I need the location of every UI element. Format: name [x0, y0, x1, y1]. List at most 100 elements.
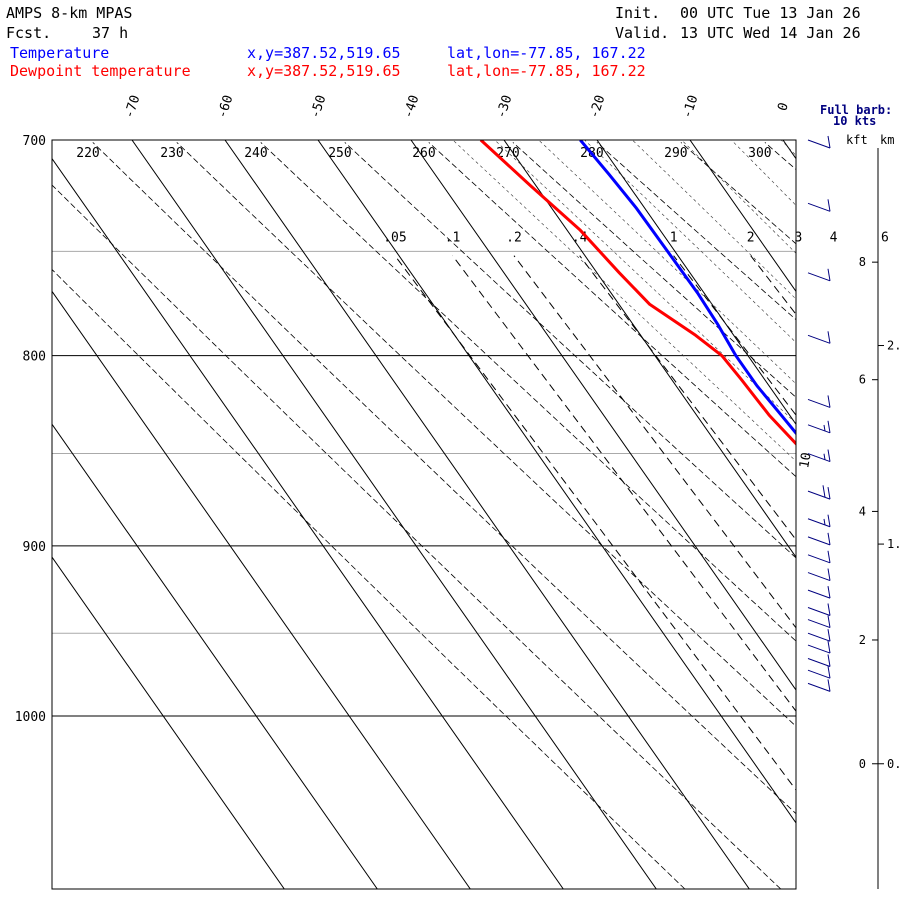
legend-dewpoint-name: Dewpoint temperature	[10, 62, 191, 80]
wind-barb-flag	[827, 603, 831, 616]
wind-barb	[807, 679, 831, 692]
moist-adiabat-line	[681, 140, 796, 254]
isotherm-label: -20	[587, 93, 609, 120]
km-tick-label: 2.	[887, 339, 900, 353]
model-title: AMPS 8-km MPAS	[6, 4, 132, 22]
valid-value: 13 UTC Wed 14 Jan 26	[680, 24, 861, 42]
mixing-ratio-line	[798, 256, 900, 889]
moist-adiabat-line	[780, 140, 796, 156]
dry-adiabat-line	[512, 142, 796, 398]
dry-adiabat-label: 260	[412, 146, 435, 161]
wind-barb-staff	[807, 589, 831, 599]
mixing-ratio-line	[452, 255, 796, 712]
dry-adiabat-line	[176, 142, 796, 727]
wind-barb-flag	[827, 568, 831, 581]
legend-temperature-name: Temperature	[10, 44, 109, 62]
kft-unit-label: kft	[846, 133, 868, 147]
wind-barb-flag	[827, 629, 831, 642]
legend-dewpoint-xy: x,y=387.52,519.65	[247, 62, 401, 80]
isotherm-line	[503, 140, 796, 559]
mixing-ratio-label: 6	[881, 231, 889, 246]
isotherm-line	[131, 140, 657, 889]
wind-barb	[807, 514, 831, 528]
wind-barb	[807, 199, 831, 212]
wind-barb-flag	[827, 449, 831, 462]
kft-tick-label: 8	[859, 255, 866, 269]
isotherm-line	[689, 140, 796, 293]
fcst-value: 37 h	[92, 24, 128, 42]
mixing-ratio-label: 1	[670, 231, 678, 246]
pressure-tick-label: 900	[23, 540, 46, 555]
wind-barb-column: 10	[797, 135, 831, 692]
wind-barb-staff	[807, 139, 831, 149]
dry-adiabat-line	[849, 142, 900, 889]
isotherm-label: -70	[122, 93, 144, 120]
wind-barb	[807, 420, 831, 434]
isotherm-label: -60	[215, 93, 237, 120]
km-tick-label: 0.	[887, 757, 900, 771]
isotherm-line	[410, 140, 796, 691]
barb-note-line2: 10 kts	[833, 114, 876, 128]
wind-barb-staff	[807, 490, 831, 500]
wind-barb-speed-label: 10	[797, 451, 814, 469]
sounding-profiles	[479, 140, 796, 446]
km-unit-label: km	[880, 133, 894, 147]
wind-barb-staff	[807, 424, 831, 434]
wind-barb-staff	[807, 554, 831, 564]
legend-temperature-latlon: lat,lon=-77.85, 167.22	[447, 44, 646, 62]
wind-barb	[807, 550, 831, 564]
mixing-ratio-line	[394, 255, 796, 791]
dry-adiabat-line	[596, 142, 796, 321]
wind-barb-staff	[807, 334, 831, 344]
kft-tick-label: 0	[859, 757, 866, 771]
mixing-ratio-label: 3	[795, 231, 803, 246]
wind-barb	[807, 532, 831, 546]
wind-barb-flag	[827, 331, 831, 344]
dry-adiabat-line	[52, 184, 782, 889]
wind-barb	[807, 268, 831, 282]
dry-adiabat-label: 290	[664, 146, 687, 161]
valid-label: Valid.	[615, 24, 669, 42]
wind-barb-staff	[807, 669, 831, 679]
dewpoint-profile-line	[479, 140, 796, 446]
mixing-ratio-label: 4	[830, 231, 838, 246]
wind-barb	[807, 666, 831, 679]
dry-adiabat-label: 240	[244, 146, 267, 161]
isotherm-label: -30	[494, 93, 516, 120]
wind-barb-flag	[827, 640, 831, 654]
wind-barb	[807, 603, 831, 616]
wind-barb-half-flag	[823, 424, 826, 432]
wind-barb-staff	[807, 398, 831, 408]
legend-dewpoint-latlon: lat,lon=-77.85, 167.22	[447, 62, 646, 80]
wind-barb-flag	[827, 420, 831, 433]
isotherm-line	[52, 556, 285, 889]
dry-adiabat-line	[764, 142, 796, 170]
wind-barb-staff	[807, 632, 831, 642]
pressure-axis: 700 800 900 1000	[15, 134, 46, 725]
pressure-tick-label: 1000	[15, 710, 46, 725]
kft-tick-label: 2	[859, 633, 866, 647]
wind-barb-flag	[827, 666, 831, 679]
wind-barb-flag	[827, 550, 831, 563]
legend-temperature-xy: x,y=387.52,519.65	[247, 44, 401, 62]
mixing-ratio-label: .1	[445, 231, 461, 246]
dry-adiabat-line	[260, 142, 796, 642]
moist-adiabat-line	[494, 140, 796, 424]
mixing-ratio-label: 2	[747, 231, 755, 246]
wind-barb	[807, 449, 831, 463]
skewt-background-lines	[52, 140, 900, 889]
wind-barb	[807, 485, 831, 500]
mixing-ratio-line	[513, 255, 796, 629]
isotherm-label: -10	[680, 93, 702, 120]
isotherm-line	[52, 290, 471, 889]
moist-adiabat-line	[631, 140, 796, 300]
isotherm-label: 0	[775, 101, 792, 113]
wind-barb-flag	[827, 586, 831, 599]
isotherm-line	[52, 423, 378, 889]
mixing-ratio-line	[579, 255, 796, 541]
dry-adiabat-line	[344, 142, 796, 559]
wind-barb-staff	[807, 682, 831, 692]
wind-barb	[807, 331, 831, 344]
wind-barb	[807, 135, 831, 149]
dry-adiabat-label: 300	[748, 146, 771, 161]
